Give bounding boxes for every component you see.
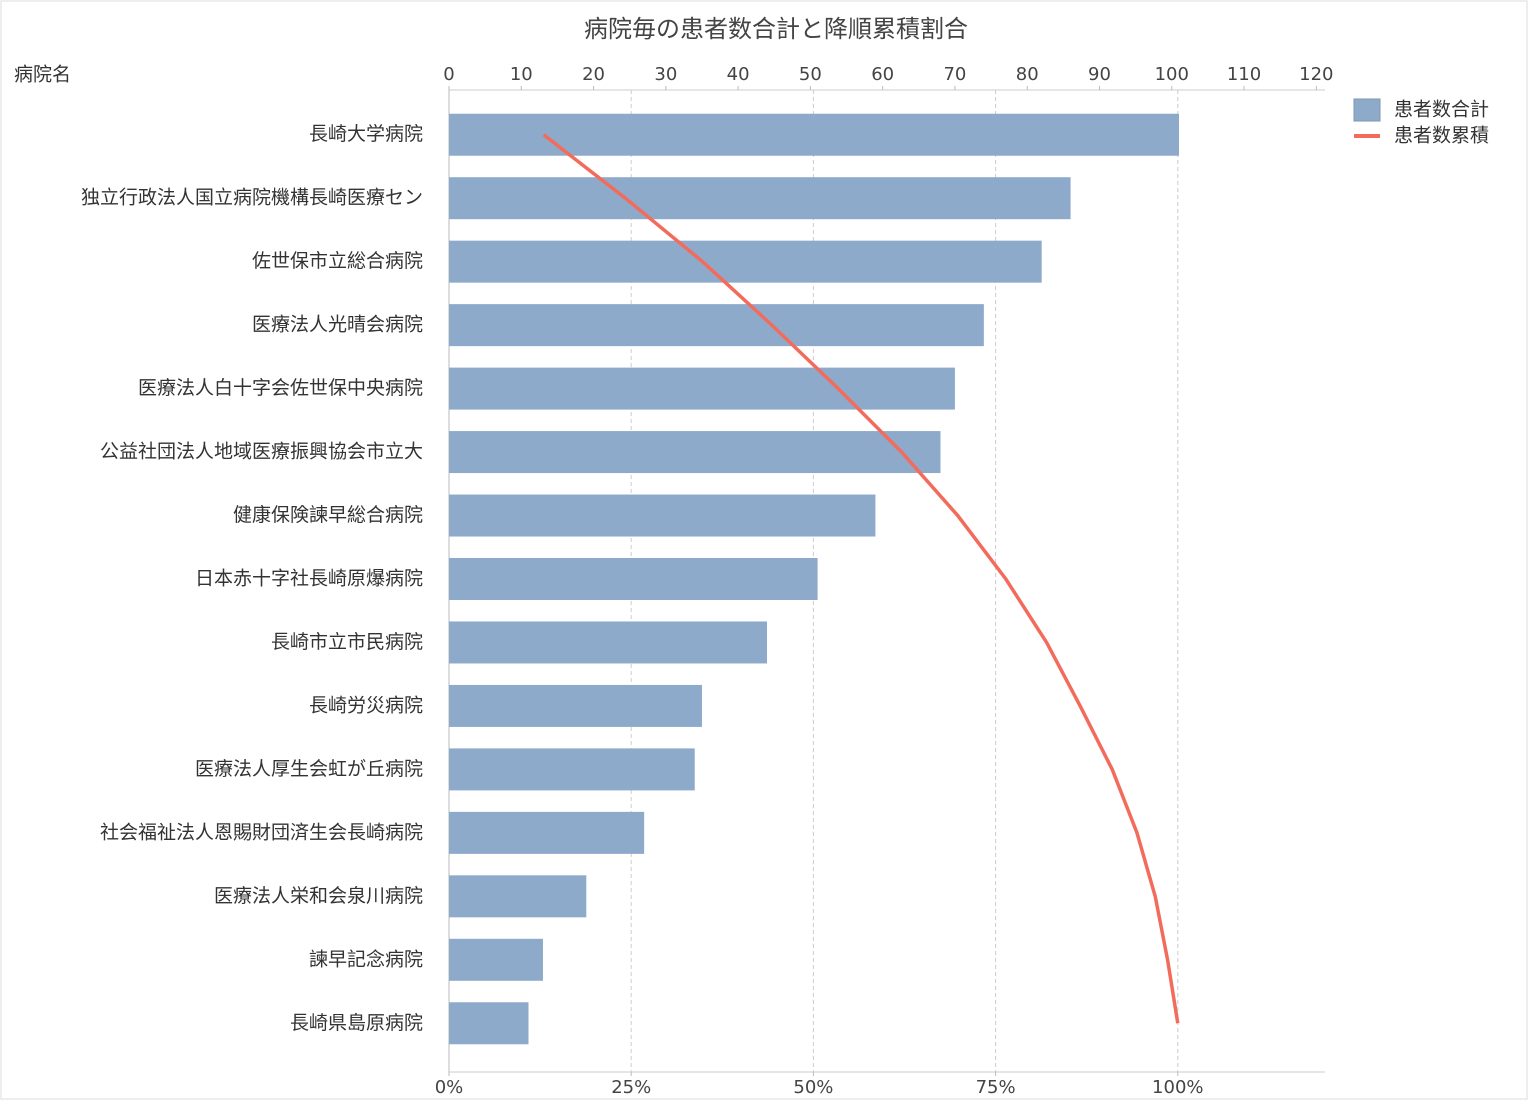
x-tick-label: 80: [1016, 64, 1039, 85]
bar: [449, 240, 1042, 283]
y-tick-label: 医療法人白十字会佐世保中央病院: [138, 377, 423, 399]
bar: [449, 1002, 529, 1045]
cumulative-line: [542, 133, 1180, 1024]
bar: [449, 684, 702, 727]
bar: [449, 621, 768, 664]
x-tick-label: 100: [1155, 64, 1189, 85]
legend-label: 患者数累積: [1394, 125, 1489, 147]
y-tick-label: 長崎労災病院: [309, 694, 423, 716]
x-tick-label: 110: [1227, 64, 1261, 85]
x-tick-label: 70: [943, 64, 966, 85]
x2-tick-label: 0%: [435, 1077, 464, 1098]
legend-label: 患者数合計: [1394, 99, 1489, 121]
y-tick-label: 医療法人厚生会虹が丘病院: [195, 758, 423, 780]
legend-swatch: [1353, 98, 1381, 122]
bar: [449, 875, 587, 918]
y-axis-label: 病院名: [14, 64, 71, 86]
bar: [449, 938, 543, 981]
bar: [449, 811, 645, 854]
y-tick-label: 日本赤十字社長崎原爆病院: [195, 568, 423, 590]
y-tick-label: 社会福祉法人恩賜財団済生会長崎病院: [100, 821, 423, 843]
x-tick-label: 10: [510, 64, 533, 85]
bar: [449, 494, 876, 537]
bar: [449, 431, 941, 474]
x-tick-label: 0: [443, 64, 454, 85]
y-tick-label: 医療法人光晴会病院: [252, 314, 423, 336]
bar: [449, 113, 1179, 156]
chart-title: 病院毎の患者数合計と降順累積割合: [584, 15, 968, 43]
x-tick-label: 30: [654, 64, 677, 85]
y-tick-label: 佐世保市立総合病院: [252, 250, 423, 272]
x2-tick-label: 50%: [793, 1077, 833, 1098]
x2-tick-label: 100%: [1152, 1077, 1203, 1098]
y-tick-label: 医療法人栄和会泉川病院: [214, 885, 423, 907]
x-tick-label: 50: [799, 64, 822, 85]
y-tick-label: 公益社団法人地域医療振興協会市立大: [100, 441, 423, 463]
y-tick-label: 長崎市立市民病院: [271, 631, 423, 653]
bar: [449, 748, 695, 791]
y-tick-label: 諫早記念病院: [309, 947, 423, 970]
bar: [449, 177, 1071, 220]
x-tick-label: 60: [871, 64, 894, 85]
x-tick-label: 20: [582, 64, 605, 85]
x-tick-label: 90: [1088, 64, 1111, 85]
bar: [449, 367, 955, 410]
bar: [449, 558, 818, 600]
y-tick-label: 健康保険諫早総合病院: [233, 504, 423, 526]
x2-tick-label: 75%: [976, 1077, 1016, 1098]
x-tick-label: 120: [1299, 64, 1333, 85]
y-tick-label: 独立行政法人国立病院機構長崎医療セン: [81, 187, 423, 209]
bar: [449, 304, 984, 347]
y-tick-label: 長崎県島原病院: [290, 1012, 423, 1034]
y-tick-label: 長崎大学病院: [309, 123, 423, 145]
x-tick-label: 40: [727, 64, 750, 85]
x2-tick-label: 25%: [611, 1077, 651, 1098]
